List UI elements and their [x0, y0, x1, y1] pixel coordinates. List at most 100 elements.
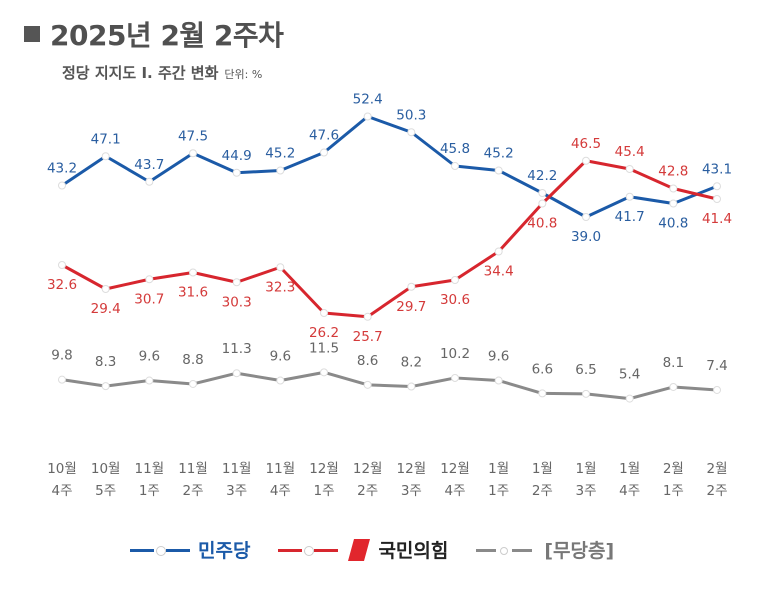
- data-point-none: [625, 394, 634, 403]
- x-tick-label: 3주: [575, 483, 596, 499]
- data-point-dem: [58, 181, 66, 190]
- data-label-ppp: 29.4: [91, 301, 121, 317]
- x-tick-label: 1월: [575, 461, 596, 477]
- data-label-none: 5.4: [619, 367, 640, 383]
- data-point-none: [276, 376, 285, 385]
- data-label-dem: 43.2: [47, 161, 77, 177]
- data-label-dem: 45.2: [265, 146, 295, 162]
- legend: 민주당 국민의힘 [무당층]: [130, 536, 642, 563]
- x-tick-label: 12월: [440, 461, 470, 477]
- header: 2025년 2월 2주차: [24, 14, 284, 54]
- data-point-ppp: [320, 309, 328, 317]
- x-tick-label: 3주: [401, 483, 422, 499]
- data-label-ppp: 32.6: [47, 277, 77, 293]
- data-label-ppp: 32.3: [265, 279, 295, 295]
- x-tick-label: 2주: [706, 483, 727, 499]
- data-label-dem: 41.7: [615, 209, 645, 225]
- data-label-none: 9.6: [270, 349, 291, 365]
- data-label-dem: 47.1: [91, 131, 121, 147]
- x-tick-label: 3주: [226, 483, 247, 499]
- data-point-none: [363, 380, 372, 389]
- data-label-dem: 47.5: [178, 128, 208, 144]
- data-label-dem: 39.0: [571, 229, 601, 245]
- x-tick-label: 12월: [353, 461, 383, 477]
- x-tick-label: 4주: [619, 483, 640, 499]
- data-label-ppp: 30.7: [134, 291, 164, 307]
- data-label-none: 11.5: [309, 340, 339, 356]
- x-tick-label: 1주: [139, 483, 160, 499]
- data-label-none: 11.3: [222, 341, 252, 357]
- data-label-ppp: 31.6: [178, 285, 208, 301]
- x-tick-label: 1주: [313, 483, 334, 499]
- data-label-dem: 43.1: [702, 161, 732, 177]
- data-label-ppp: 30.6: [440, 292, 470, 308]
- data-point-none: [101, 382, 110, 391]
- x-tick-label: 5주: [95, 483, 116, 499]
- data-point-none: [451, 373, 459, 382]
- data-label-none: 9.6: [488, 349, 509, 365]
- data-label-ppp: 25.7: [353, 329, 383, 345]
- page-title: 2025년 2월 2주차: [50, 19, 284, 52]
- series-line-none: [61, 370, 718, 401]
- legend-item-ppp: 국민의힘: [278, 536, 448, 563]
- data-label-ppp: 42.8: [658, 164, 688, 180]
- data-label-none: 8.8: [182, 352, 203, 368]
- data-point-none: [189, 379, 197, 388]
- data-label-dem: 43.7: [134, 157, 164, 173]
- data-point-ppp: [145, 275, 154, 284]
- data-point-ppp: [407, 282, 416, 291]
- data-point-ppp: [101, 285, 110, 293]
- x-tick-label: 11월: [135, 461, 165, 477]
- data-point-none: [145, 376, 154, 385]
- data-label-none: 9.6: [139, 349, 160, 365]
- unit-label: 단위: %: [224, 68, 263, 81]
- data-point-dem: [145, 177, 154, 186]
- data-point-ppp: [625, 165, 634, 173]
- data-label-ppp: 46.5: [571, 136, 601, 152]
- x-tick-label: 11월: [266, 461, 296, 477]
- data-point-ppp: [276, 263, 285, 272]
- data-point-dem: [451, 162, 459, 170]
- data-point-dem: [189, 149, 197, 158]
- data-point-ppp: [669, 184, 678, 193]
- subtitle-row: 정당 지지도 Ⅰ. 주간 변화 단위: %: [62, 62, 262, 83]
- data-point-none: [407, 382, 416, 391]
- data-point-ppp: [713, 195, 721, 203]
- data-point-ppp: [582, 156, 590, 165]
- data-point-ppp: [363, 312, 372, 321]
- x-tick-label: 1주: [488, 483, 509, 499]
- data-label-dem: 50.3: [396, 107, 426, 123]
- x-tick-label: 2월: [706, 461, 727, 477]
- legend-line-ppp: [278, 543, 339, 557]
- data-label-none: 6.6: [532, 361, 553, 377]
- data-point-dem: [669, 199, 678, 208]
- title-square-icon: [24, 26, 40, 42]
- data-point-none: [669, 382, 678, 391]
- chart-subtitle: 정당 지지도 Ⅰ. 주간 변화: [62, 64, 219, 82]
- data-label-ppp: 41.4: [702, 211, 732, 227]
- data-label-dem: 40.8: [658, 216, 688, 232]
- x-tick-label: 4주: [51, 483, 72, 499]
- x-tick-label: 12월: [397, 461, 427, 477]
- legend-label-dem: 민주당: [198, 540, 251, 562]
- data-label-none: 7.4: [706, 358, 727, 374]
- x-tick-label: 1월: [488, 461, 509, 477]
- x-tick-label: 4주: [270, 483, 291, 499]
- data-label-dem: 45.8: [440, 141, 470, 157]
- legend-item-dem: 민주당: [130, 536, 250, 563]
- data-point-ppp: [189, 268, 197, 277]
- x-tick-label: 11월: [178, 461, 208, 477]
- x-tick-label: 10월: [91, 461, 121, 477]
- data-point-ppp: [494, 247, 503, 256]
- x-tick-label: 2월: [663, 461, 684, 477]
- x-tick-label: 10월: [47, 461, 77, 477]
- data-label-ppp: 26.2: [309, 325, 339, 341]
- series-line-dem: [61, 115, 718, 219]
- data-point-none: [713, 385, 721, 394]
- series-line-ppp: [61, 159, 718, 319]
- data-point-none: [232, 369, 241, 378]
- data-label-ppp: 29.7: [396, 299, 426, 315]
- data-label-dem: 45.2: [484, 146, 514, 162]
- data-point-none: [582, 389, 590, 398]
